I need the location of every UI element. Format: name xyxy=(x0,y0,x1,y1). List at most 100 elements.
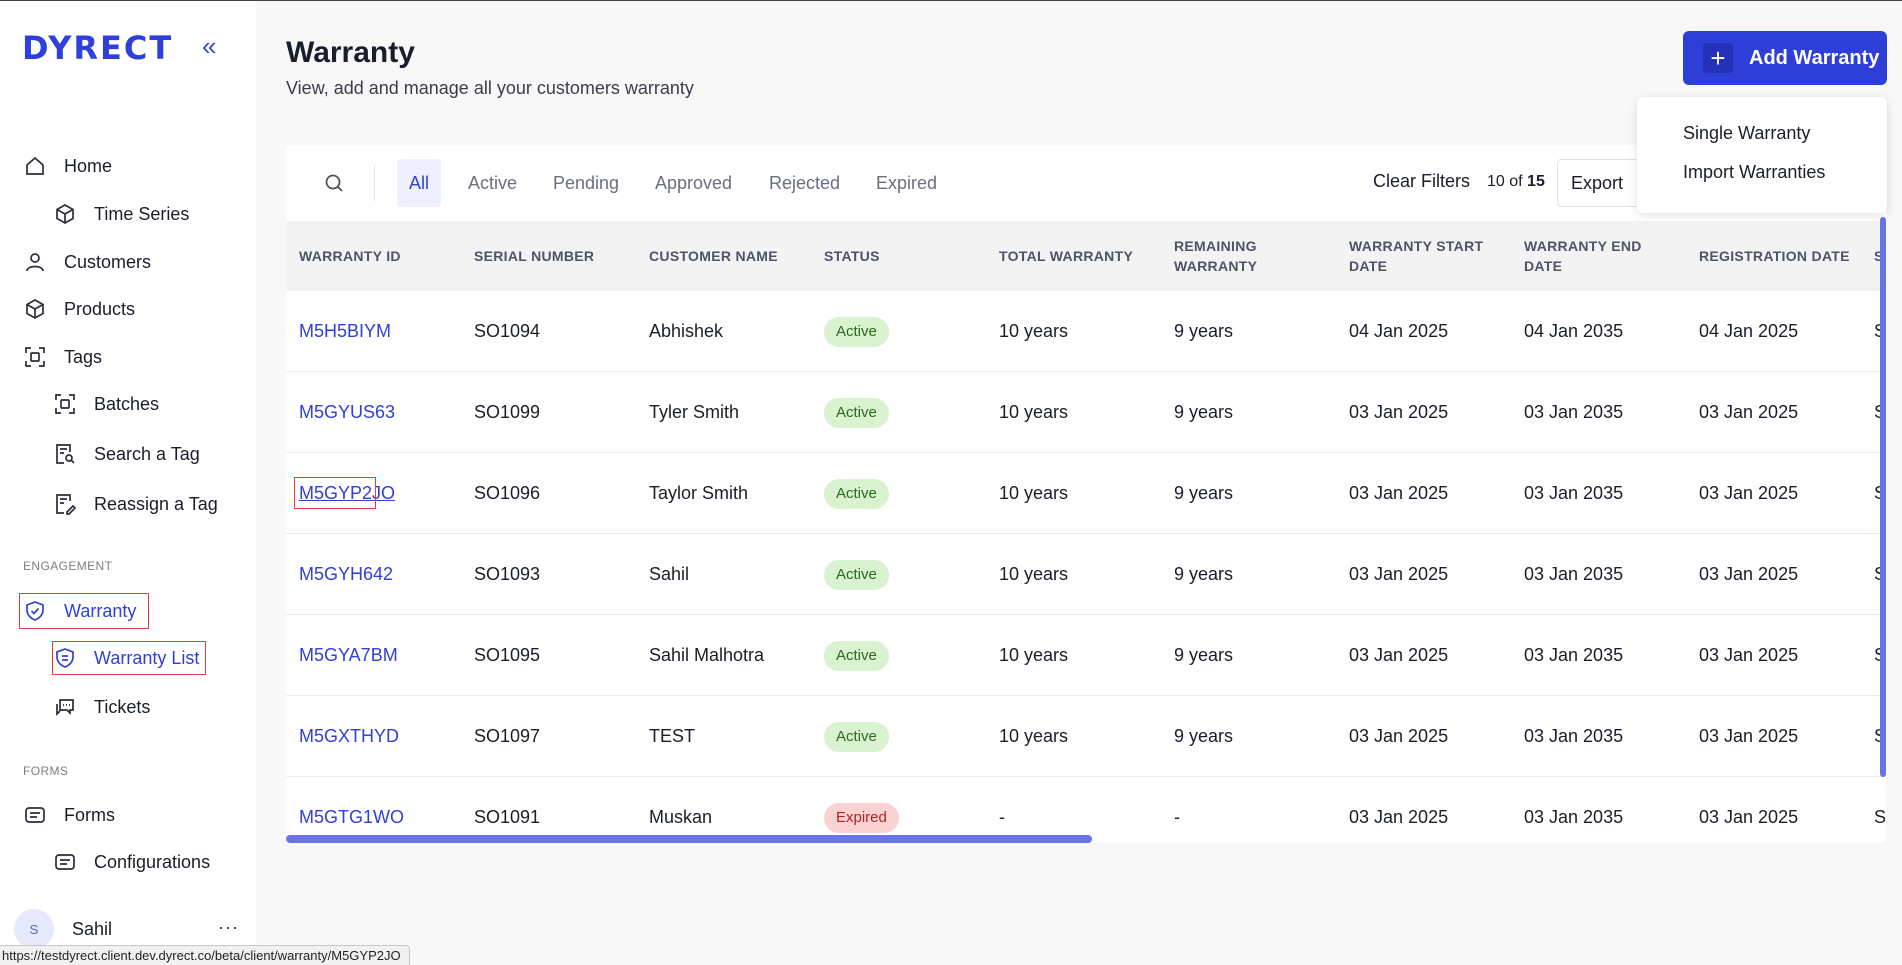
serial-number: SO1094 xyxy=(474,321,541,341)
sidebar-item-customers[interactable]: Customers xyxy=(22,244,151,280)
column-header-warranty-end-date[interactable]: WARRANTY END DATE xyxy=(1524,238,1642,274)
doc-edit-icon xyxy=(52,491,78,517)
tab-pending[interactable]: Pending xyxy=(553,173,620,193)
sidebar-item-warranty[interactable]: Warranty xyxy=(22,593,136,629)
tag-scan-icon xyxy=(22,344,48,370)
table-row[interactable]: M5GTG1WO SO1091 Muskan Expired - - 03 Jan 2025… xyxy=(286,777,1886,843)
section-label-engagement: ENGAGEMENT xyxy=(23,559,113,573)
warranty-id-link[interactable]: M5GYUS63 xyxy=(299,402,396,422)
sidebar-item-time-series[interactable]: Time Series xyxy=(52,196,189,232)
export-button[interactable]: Export xyxy=(1557,159,1643,207)
collapse-sidebar-icon[interactable]: « xyxy=(202,31,217,61)
table-row[interactable]: M5H5BIYM SO1094 Abhishek Active 10 years 9 ye… xyxy=(286,291,1886,372)
page-subtitle: View, add and manage all your customers … xyxy=(286,78,694,98)
warranty-id-link[interactable]: M5GXTHYD xyxy=(299,726,400,746)
vertical-scrollbar[interactable] xyxy=(1880,217,1886,777)
user-profile[interactable]: S Sahil xyxy=(14,909,112,949)
result-count: 10 of 15 xyxy=(1487,173,1545,191)
sidebar-item-label: Tickets xyxy=(94,696,151,717)
start-date: 04 Jan 2025 xyxy=(1349,321,1449,341)
customer-name: Abhishek xyxy=(649,321,724,341)
column-header-warranty-start-date[interactable]: WARRANTY START DATE xyxy=(1349,238,1484,274)
sidebar-item-label: Forms xyxy=(64,804,115,825)
table-header: WARRANTY ID SERIAL NUMBER CUSTOMER NAME … xyxy=(286,221,1886,291)
table-row[interactable]: M5GYP2JO SO1096 Taylor Smith Active 10 years… xyxy=(286,453,1886,534)
brand-logo[interactable]: DYRECT xyxy=(22,29,174,67)
menu-item-single-warranty[interactable]: Single Warranty xyxy=(1683,123,1811,143)
column-header-registration-date[interactable]: REGISTRATION DATE xyxy=(1699,248,1850,264)
count-of: of xyxy=(1509,173,1523,190)
column-header-truncated[interactable]: S xyxy=(1874,248,1884,264)
tab-active[interactable]: Active xyxy=(468,173,518,193)
start-date: 03 Jan 2025 xyxy=(1349,645,1449,665)
column-header-warranty-id[interactable]: WARRANTY ID xyxy=(299,248,401,264)
warranty-id-link[interactable]: M5GYP2JO xyxy=(299,483,396,503)
cube-icon xyxy=(52,201,78,227)
remaining-warranty: 9 years xyxy=(1174,726,1234,746)
sidebar-item-reassign-a-tag[interactable]: Reassign a Tag xyxy=(52,486,218,522)
column-header-customer-name[interactable]: CUSTOMER NAME xyxy=(649,248,778,264)
total-warranty: 10 years xyxy=(999,483,1069,503)
sidebar-item-tickets[interactable]: Tickets xyxy=(52,689,150,725)
end-date: 03 Jan 2035 xyxy=(1524,807,1624,827)
start-date: 03 Jan 2025 xyxy=(1349,483,1449,503)
table-row[interactable]: M5GYH642 SO1093 Sahil Active 10 years 9 years… xyxy=(286,534,1886,615)
table-row[interactable]: M5GYA7BM SO1095 Sahil Malhotra Active 10 yea… xyxy=(286,615,1886,696)
sidebar-item-batches[interactable]: Batches xyxy=(52,386,159,422)
start-date: 03 Jan 2025 xyxy=(1349,807,1449,827)
sidebar-item-tags[interactable]: Tags xyxy=(22,339,102,375)
start-date: 03 Jan 2025 xyxy=(1349,564,1449,584)
sidebar-item-warranty-list[interactable]: Warranty List xyxy=(52,640,199,676)
window-top-border xyxy=(0,0,1902,1)
warranty-id-link[interactable]: M5GYH642 xyxy=(299,564,394,584)
sidebar-item-label: Time Series xyxy=(94,203,190,224)
search-icon[interactable] xyxy=(322,171,346,200)
sidebar-item-configurations[interactable]: Configurations xyxy=(52,844,210,880)
form-icon xyxy=(22,802,48,828)
sidebar-item-label: Reassign a Tag xyxy=(94,493,218,514)
sidebar-item-home[interactable]: Home xyxy=(22,148,112,184)
page-title: Warranty xyxy=(286,36,415,69)
tab-all[interactable]: All xyxy=(397,159,442,207)
column-header-serial-number[interactable]: SERIAL NUMBER xyxy=(474,248,595,264)
column-header-status[interactable]: STATUS xyxy=(824,248,880,264)
remaining-warranty: - xyxy=(1174,807,1180,827)
remaining-warranty: 9 years xyxy=(1174,645,1234,665)
section-label-forms: FORMS xyxy=(23,764,69,778)
more-options-icon[interactable]: ··· xyxy=(218,917,239,937)
sidebar-item-products[interactable]: Products xyxy=(22,291,135,327)
add-warranty-button[interactable]: + Add Warranty xyxy=(1683,31,1887,85)
registration-date: 03 Jan 2025 xyxy=(1699,726,1799,746)
sidebar-item-forms[interactable]: Forms xyxy=(22,797,115,833)
tab-approved[interactable]: Approved xyxy=(655,173,733,193)
customer-name: Taylor Smith xyxy=(649,483,749,503)
toolbar-divider xyxy=(374,165,375,201)
column-header-remaining-warranty[interactable]: REMAINING WARRANTY xyxy=(1174,238,1258,274)
table-row[interactable]: M5GXTHYD SO1097 TEST Active 10 years 9 years 0… xyxy=(286,696,1886,777)
registration-date: 03 Jan 2025 xyxy=(1699,483,1799,503)
clear-filters-button[interactable]: Clear Filters xyxy=(1373,171,1471,191)
warranty-id-link[interactable]: M5H5BIYM xyxy=(299,321,392,341)
warranty-table-card: All Active Pending Approved Rejected Exp… xyxy=(286,145,1886,843)
avatar: S xyxy=(14,909,54,949)
total-warranty: - xyxy=(999,807,1005,827)
sidebar-item-search-a-tag[interactable]: Search a Tag xyxy=(52,436,200,472)
filter-toolbar: All Active Pending Approved Rejected Exp… xyxy=(286,145,1886,221)
menu-item-import-warranties[interactable]: Import Warranties xyxy=(1683,162,1826,182)
chat-icon xyxy=(52,694,78,720)
warranty-id-link[interactable]: M5GYA7BM xyxy=(299,645,398,665)
horizontal-scrollbar[interactable] xyxy=(286,835,1092,843)
user-icon xyxy=(22,249,48,275)
sidebar-item-label: Home xyxy=(64,155,113,176)
end-date: 03 Jan 2035 xyxy=(1524,564,1624,584)
column-header-total-warranty[interactable]: TOTAL WARRANTY xyxy=(999,248,1134,264)
tab-rejected[interactable]: Rejected xyxy=(769,173,841,193)
status-badge: Expired xyxy=(824,777,899,843)
remaining-warranty: 9 years xyxy=(1174,564,1234,584)
remaining-warranty: 9 years xyxy=(1174,483,1234,503)
tab-expired[interactable]: Expired xyxy=(876,173,938,193)
highlight-box xyxy=(19,593,149,629)
add-warranty-label: Add Warranty xyxy=(1749,46,1880,69)
warranty-id-link[interactable]: M5GTG1WO xyxy=(299,807,405,827)
table-row[interactable]: M5GYUS63 SO1099 Tyler Smith Active 10 years 9… xyxy=(286,372,1886,453)
